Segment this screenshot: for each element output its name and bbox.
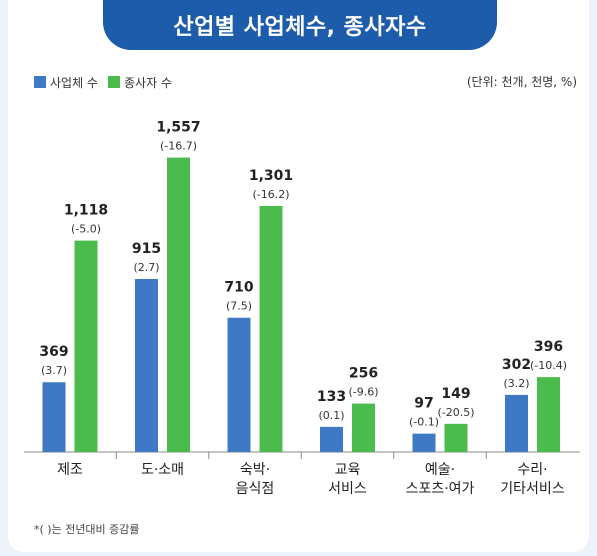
data-label-value: 1,118	[64, 203, 108, 219]
data-label-value: 1,557	[156, 120, 200, 136]
data-label-change: (-10.4)	[530, 359, 567, 372]
data-label-change: (-5.0)	[71, 223, 101, 236]
x-tick-label: 도·소매	[141, 462, 184, 478]
x-tick-label: 기타서비스	[500, 481, 565, 497]
legend-swatch-workers	[107, 76, 120, 88]
bar-workers	[167, 157, 190, 452]
x-tick-label: 수리·	[517, 462, 547, 478]
footnote: *( )는 전년대비 증감률	[34, 523, 140, 536]
data-label-change: (3.7)	[41, 364, 67, 377]
data-label-change: (7.5)	[226, 300, 252, 313]
chart-panel	[8, 0, 589, 552]
data-label-value: 256	[349, 366, 378, 382]
bar-business	[135, 278, 158, 452]
data-label-change: (-16.2)	[252, 188, 289, 201]
bar-workers	[259, 205, 283, 452]
unit-note: (단위: 천개, 천명, %)	[466, 75, 577, 89]
data-label-value: 97	[414, 396, 433, 412]
data-label-change: (0.1)	[318, 409, 344, 422]
data-label-value: 133	[317, 389, 346, 405]
bar-workers	[352, 403, 375, 452]
legend: 사업체 수 종사자 수	[34, 73, 182, 91]
legend-swatch-business	[34, 76, 46, 88]
data-label-value: 1,301	[249, 168, 293, 184]
bar-business	[227, 317, 251, 452]
data-label-change: (-16.7)	[160, 140, 197, 153]
bar-workers	[444, 423, 468, 452]
legend-item-business: 사업체 수	[34, 74, 98, 91]
x-tick-label: 음식점	[236, 481, 275, 497]
chart-title: 산업별 사업체수, 종사자수	[103, 0, 497, 50]
bar-business	[42, 382, 66, 452]
legend-label-workers: 종사자 수	[123, 75, 172, 90]
legend-item-workers: 종사자 수	[107, 74, 172, 91]
x-tick-label: 스포츠·여가	[406, 481, 475, 497]
bar-business	[412, 433, 436, 452]
x-tick-label: 제조	[57, 462, 83, 478]
x-tick-label: 예술·	[425, 462, 455, 478]
data-label-change: (-0.1)	[409, 416, 439, 429]
data-label-change: (-20.5)	[437, 406, 474, 419]
data-label-value: 149	[441, 386, 470, 402]
x-tick-label: 숙박·	[240, 462, 270, 478]
data-label-value: 369	[39, 344, 68, 360]
x-tick-label: 서비스	[328, 481, 367, 497]
legend-label-business: 사업체 수	[50, 75, 98, 90]
data-label-change: (-9.6)	[348, 386, 378, 399]
data-label-value: 915	[132, 241, 161, 257]
data-label-change: (3.2)	[503, 377, 529, 390]
bar-workers	[74, 240, 98, 452]
data-label-value: 710	[224, 280, 253, 296]
data-label-change: (2.7)	[133, 261, 159, 274]
x-tick-label: 교육	[335, 462, 361, 478]
data-label-value: 396	[534, 339, 563, 355]
bar-business	[505, 394, 528, 452]
bar-workers	[537, 377, 560, 452]
bar-business	[320, 426, 343, 452]
data-label-value: 302	[502, 357, 531, 373]
